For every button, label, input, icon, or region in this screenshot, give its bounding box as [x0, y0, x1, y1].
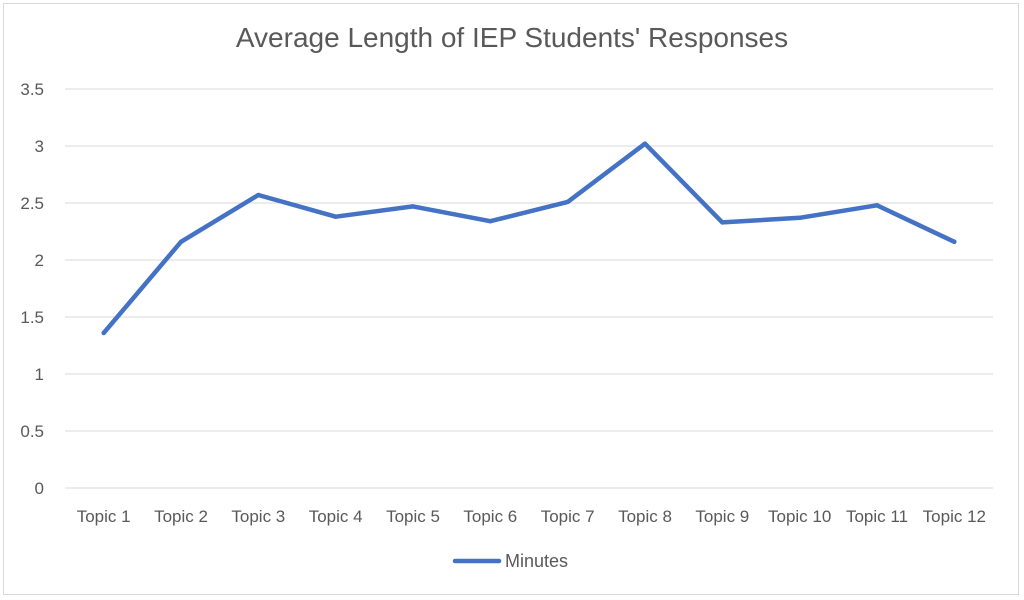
- data-point: [488, 219, 493, 224]
- data-point: [333, 214, 338, 219]
- x-tick-label: Topic 1: [77, 507, 131, 526]
- x-tick-label: Topic 6: [463, 507, 517, 526]
- data-point: [565, 199, 570, 205]
- x-axis-ticks: Topic 1 Topic 2 Topic 3 Topic 4 Topic 5 Topic…: [77, 507, 986, 526]
- x-tick-label: Topic 11: [846, 507, 908, 526]
- y-tick-label: 3.5: [20, 80, 44, 99]
- x-tick-label: Topic 12: [923, 507, 986, 526]
- series-layer: [101, 141, 957, 336]
- chart-frame: [3, 3, 1019, 595]
- data-point: [256, 192, 261, 198]
- x-tick-label: Topic 10: [768, 507, 831, 526]
- y-tick-label: 2.5: [20, 194, 44, 213]
- x-tick-label: Topic 2: [154, 507, 208, 526]
- x-tick-label: Topic 3: [231, 507, 285, 526]
- y-tick-label: 1.5: [20, 308, 44, 327]
- data-point: [178, 239, 184, 244]
- data-point: [410, 204, 416, 209]
- grid-lines: [65, 88, 993, 489]
- data-point: [642, 141, 648, 146]
- data-point: [101, 330, 106, 336]
- y-axis-ticks: 0 0.5 1 1.5 2 2.5 3 3.5: [20, 80, 44, 498]
- data-point: [720, 220, 725, 225]
- legend: Minutes: [452, 551, 568, 571]
- legend-label: Minutes: [505, 551, 568, 571]
- x-tick-label: Topic 4: [309, 507, 363, 526]
- y-tick-label: 2: [35, 251, 44, 270]
- data-point: [874, 203, 880, 208]
- data-point: [952, 239, 957, 244]
- y-tick-label: 0.5: [20, 422, 44, 441]
- x-tick-label: Topic 5: [386, 507, 440, 526]
- chart-title: Average Length of IEP Students' Response…: [235, 22, 789, 53]
- series-line: [101, 141, 957, 336]
- data-point: [797, 215, 802, 221]
- y-tick-label: 1: [35, 365, 44, 384]
- x-tick-label: Topic 8: [618, 507, 672, 526]
- y-tick-label: 0: [35, 479, 44, 498]
- x-tick-label: Topic 9: [695, 507, 749, 526]
- y-tick-label: 3: [35, 137, 44, 156]
- x-tick-label: Topic 7: [541, 507, 595, 526]
